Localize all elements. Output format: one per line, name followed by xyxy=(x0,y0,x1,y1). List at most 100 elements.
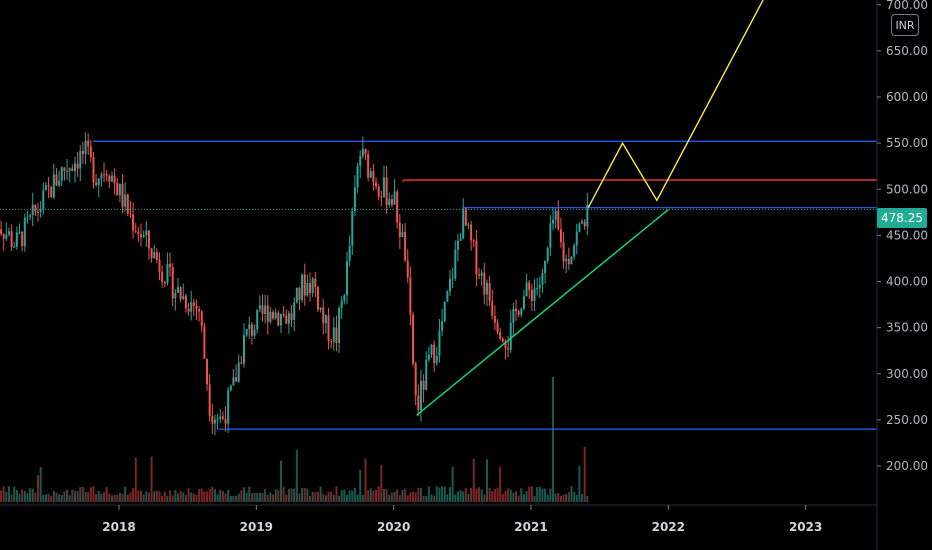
volume-bar xyxy=(559,495,562,502)
volume-bar xyxy=(459,490,462,502)
volume-bar xyxy=(166,495,169,502)
candle-body xyxy=(306,282,309,296)
candle-body xyxy=(153,252,156,259)
candle-body xyxy=(470,224,473,241)
volume-bar xyxy=(155,490,158,502)
currency-badge[interactable]: INR xyxy=(891,14,919,36)
candle-body xyxy=(211,416,214,424)
candlesticks xyxy=(0,132,589,436)
volume-bar xyxy=(324,495,327,502)
volume-bar xyxy=(81,486,84,502)
volume-bar xyxy=(488,487,491,502)
volume-bar xyxy=(546,494,549,502)
volume-bar xyxy=(581,493,584,502)
volume-bar xyxy=(240,490,243,502)
volume-bar xyxy=(417,487,420,502)
volume-bar xyxy=(279,460,282,502)
volume-bar xyxy=(406,495,409,502)
candle-body xyxy=(375,182,378,187)
candle-body xyxy=(200,311,203,327)
volume-bar xyxy=(256,492,259,502)
volume-bar xyxy=(121,493,124,502)
candle-body xyxy=(449,278,452,292)
volume-bar xyxy=(557,492,560,502)
volume-bar xyxy=(570,486,573,502)
volume-bar xyxy=(467,493,470,502)
candle-body xyxy=(97,178,100,185)
projection-path xyxy=(587,0,764,209)
volume-bar xyxy=(311,491,314,502)
candle-body xyxy=(509,322,512,350)
volume-bar xyxy=(427,486,430,502)
volume-bar xyxy=(493,488,496,502)
candle-body xyxy=(179,287,182,300)
volume-bar xyxy=(330,491,333,502)
candle-body xyxy=(522,296,525,309)
volume-bar xyxy=(522,494,525,502)
volume-bar xyxy=(213,489,216,502)
volume-bar xyxy=(208,488,211,502)
candle-body xyxy=(126,194,129,214)
volume-bar xyxy=(7,486,10,502)
candle-body xyxy=(21,231,24,247)
time-tick-label: 2023 xyxy=(789,520,822,534)
candle-body xyxy=(517,311,520,315)
volume-bar xyxy=(274,489,277,502)
candle-body xyxy=(258,305,261,310)
candle-body xyxy=(343,295,346,301)
candle-body xyxy=(245,329,248,336)
candle-body xyxy=(150,248,153,259)
candle-body xyxy=(71,168,74,171)
volume-bar xyxy=(393,491,396,502)
candle-body xyxy=(348,245,351,262)
price-tick-label: 400.00 xyxy=(886,275,928,289)
volume-bar xyxy=(396,489,399,502)
candle-body xyxy=(330,341,333,343)
volume-bar xyxy=(200,488,203,502)
candle-body xyxy=(551,219,554,224)
candle-body xyxy=(10,231,13,247)
candle-body xyxy=(184,295,187,309)
volume-bar xyxy=(95,493,98,502)
candle-body xyxy=(5,234,8,239)
candle-body xyxy=(525,282,528,297)
volume-bar xyxy=(47,493,50,502)
candle-body xyxy=(309,282,312,294)
volume-bar xyxy=(264,489,267,502)
volume-bar xyxy=(124,486,127,502)
candle-body xyxy=(451,278,454,280)
volume-bar xyxy=(525,491,528,502)
volume-bar xyxy=(129,492,132,502)
candle-body xyxy=(232,377,235,386)
volume-bar xyxy=(472,458,475,502)
volume-bar xyxy=(63,491,66,502)
candle-body xyxy=(235,377,238,382)
volume-bar xyxy=(227,489,230,502)
volume-bar xyxy=(60,494,63,502)
volume-bar xyxy=(451,466,454,502)
volume-bar xyxy=(438,487,441,502)
volume-bar xyxy=(245,492,248,502)
volume-bar xyxy=(161,495,164,502)
candle-body xyxy=(586,204,589,227)
volume-bar xyxy=(583,446,586,502)
volume-bar xyxy=(414,492,417,502)
volume-bar xyxy=(353,487,356,502)
candle-body xyxy=(39,208,42,213)
volume-bar xyxy=(549,488,552,502)
candle-body xyxy=(583,221,586,227)
candle-body xyxy=(295,287,298,303)
volume-bar xyxy=(5,491,8,502)
candle-body xyxy=(129,213,132,215)
volume-bar xyxy=(142,494,145,502)
candle-body xyxy=(76,163,79,169)
volume-bar xyxy=(145,491,148,502)
volume-bar xyxy=(31,488,34,502)
candle-body xyxy=(92,156,95,183)
candle-body xyxy=(274,312,277,319)
candle-body xyxy=(570,256,573,265)
candle-body xyxy=(467,224,470,226)
candle-body xyxy=(47,185,50,187)
candle-body xyxy=(573,245,576,257)
